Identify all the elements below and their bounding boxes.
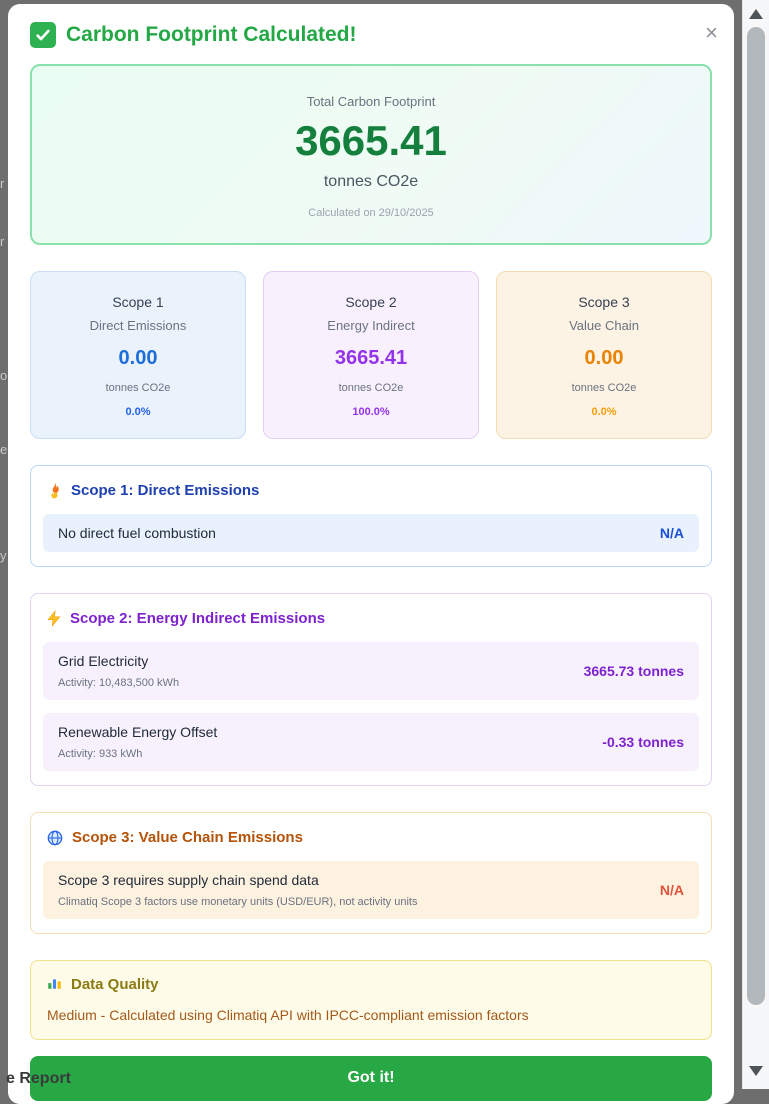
backdrop-page-title-fragment: e Report xyxy=(6,1070,71,1087)
scope3-row-detail: Climatiq Scope 3 factors use monetary un… xyxy=(58,896,418,908)
got-it-button[interactable]: Got it! xyxy=(30,1056,712,1101)
scope2-card-percent: 100.0% xyxy=(352,406,390,418)
scope1-card-unit: tonnes CO2e xyxy=(105,382,171,394)
scroll-up-arrow-icon[interactable] xyxy=(749,9,763,19)
scope1-row: No direct fuel combustion N/A xyxy=(43,514,699,552)
scope3-card-title: Scope 3 xyxy=(578,294,630,310)
data-quality-card: Data Quality Medium - Calculated using C… xyxy=(30,960,712,1040)
scope3-card-unit: tonnes CO2e xyxy=(571,382,637,394)
scope1-section-title: Scope 1: Direct Emissions xyxy=(71,482,260,499)
scope3-row-value: N/A xyxy=(659,882,684,898)
scope2-row-label: Grid Electricity xyxy=(58,653,149,669)
backdrop-text-fragment: y xyxy=(0,548,7,563)
data-quality-header: Data Quality xyxy=(47,975,695,994)
data-quality-text: Medium - Calculated using Climatiq API w… xyxy=(47,1007,529,1023)
backdrop-text-fragment: r xyxy=(0,176,5,191)
scope2-summary-card: Scope 2 Energy Indirect 3665.41 tonnes C… xyxy=(263,271,479,439)
scope1-summary-card: Scope 1 Direct Emissions 0.00 tonnes CO2… xyxy=(30,271,246,439)
scope2-card-unit: tonnes CO2e xyxy=(338,382,404,394)
scope3-card-value: 0.00 xyxy=(584,347,624,369)
globe-icon xyxy=(47,830,63,846)
data-quality-title: Data Quality xyxy=(71,976,159,993)
scope2-section-title: Scope 2: Energy Indirect Emissions xyxy=(70,610,326,627)
bar-chart-icon xyxy=(47,975,62,994)
scope2-card-value: 3665.41 xyxy=(334,347,408,369)
scope3-card-percent: 0.0% xyxy=(591,406,617,418)
scope2-row-value: 3665.73 tonnes xyxy=(583,663,684,679)
close-icon[interactable]: × xyxy=(705,20,718,45)
total-footprint-card: Total Carbon Footprint 3665.41 tonnes CO… xyxy=(30,64,712,245)
scope3-section: Scope 3: Value Chain Emissions Scope 3 r… xyxy=(30,812,712,934)
scope2-card-title: Scope 2 xyxy=(345,294,397,310)
scroll-down-arrow-icon[interactable] xyxy=(749,1066,763,1076)
backdrop-text-fragment: o xyxy=(0,368,8,383)
scope2-row: Grid Electricity Activity: 10,483,500 kW… xyxy=(43,642,699,700)
scope2-card-subtitle: Energy Indirect xyxy=(327,318,415,333)
scope-summary-cards: Scope 1 Direct Emissions 0.00 tonnes CO2… xyxy=(30,271,712,439)
scope1-card-subtitle: Direct Emissions xyxy=(89,318,187,333)
total-footprint-unit: tonnes CO2e xyxy=(323,173,419,190)
scope1-row-label: No direct fuel combustion xyxy=(58,525,216,541)
scope2-row-detail: Activity: 10,483,500 kWh xyxy=(58,677,180,689)
check-icon xyxy=(30,22,56,48)
scope3-row-label: Scope 3 requires supply chain spend data xyxy=(58,872,319,888)
modal-title: Carbon Footprint Calculated! xyxy=(66,23,357,46)
flame-icon xyxy=(47,482,62,499)
scope2-row-label: Renewable Energy Offset xyxy=(58,724,218,740)
backdrop-text-fragment: r xyxy=(0,234,5,249)
scope3-row: Scope 3 requires supply chain spend data… xyxy=(43,861,699,919)
scope1-card-value: 0.00 xyxy=(118,347,158,369)
scope1-section: Scope 1: Direct Emissions No direct fuel… xyxy=(30,465,712,567)
scope2-row: Renewable Energy Offset Activity: 933 kW… xyxy=(43,713,699,771)
total-footprint-label: Total Carbon Footprint xyxy=(306,94,436,109)
scope1-row-value: N/A xyxy=(659,525,684,541)
scope3-section-header: Scope 3: Value Chain Emissions xyxy=(43,827,699,848)
carbon-footprint-modal: Carbon Footprint Calculated! × Total Car… xyxy=(8,4,734,1104)
bolt-icon xyxy=(47,610,61,627)
scope1-card-percent: 0.0% xyxy=(125,406,151,418)
scope2-section-header: Scope 2: Energy Indirect Emissions xyxy=(43,608,699,629)
scope3-section-title: Scope 3: Value Chain Emissions xyxy=(72,829,303,846)
calculation-date: Calculated on 29/10/2025 xyxy=(308,207,434,219)
scope2-row-detail: Activity: 933 kWh xyxy=(58,748,143,760)
scope2-row-value: -0.33 tonnes xyxy=(602,734,684,750)
scope1-section-header: Scope 1: Direct Emissions xyxy=(43,480,699,501)
scope3-card-subtitle: Value Chain xyxy=(569,318,639,333)
scrollbar[interactable] xyxy=(742,0,769,1089)
scope1-card-title: Scope 1 xyxy=(112,294,164,310)
backdrop-text-fragment: e xyxy=(0,442,8,457)
scrollbar-thumb[interactable] xyxy=(747,27,765,1005)
modal-header: Carbon Footprint Calculated! × xyxy=(30,20,718,48)
total-footprint-value: 3665.41 xyxy=(295,117,447,164)
scope2-section: Scope 2: Energy Indirect Emissions Grid … xyxy=(30,593,712,786)
scope3-summary-card: Scope 3 Value Chain 0.00 tonnes CO2e 0.0… xyxy=(496,271,712,439)
